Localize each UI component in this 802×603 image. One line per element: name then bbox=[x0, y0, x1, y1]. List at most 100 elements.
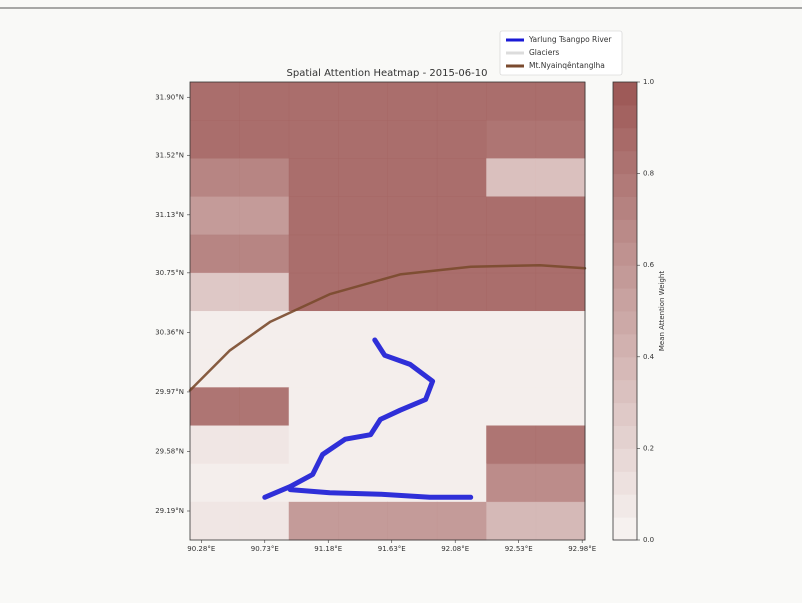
heat-cell bbox=[437, 502, 487, 541]
heat-cell bbox=[388, 82, 438, 121]
heat-cell bbox=[289, 120, 339, 159]
heat-cell bbox=[190, 82, 240, 121]
heat-cell bbox=[536, 387, 586, 426]
heat-cell bbox=[536, 158, 586, 197]
heat-cell bbox=[388, 197, 438, 236]
heat-cell bbox=[536, 426, 586, 465]
colorbar-step bbox=[613, 82, 637, 105]
colorbar-step bbox=[613, 471, 637, 494]
colorbar-step bbox=[613, 288, 637, 311]
heat-cell bbox=[338, 120, 388, 159]
heat-cell bbox=[437, 158, 487, 197]
heat-cell bbox=[536, 82, 586, 121]
heat-cell bbox=[239, 273, 289, 312]
heat-cell bbox=[289, 426, 339, 465]
heat-cell bbox=[388, 502, 438, 541]
heat-cell bbox=[486, 120, 536, 159]
y-tick-label: 29.19°N bbox=[155, 507, 184, 515]
colorbar-tick-label: 0.2 bbox=[643, 444, 654, 452]
heat-cell bbox=[239, 158, 289, 197]
chart: Spatial Attention Heatmap - 2015-06-10 M… bbox=[0, 0, 802, 603]
colorbar-step bbox=[613, 517, 637, 540]
colorbar-tick-label: 0.6 bbox=[643, 261, 655, 269]
heat-cell bbox=[486, 311, 536, 350]
page: Spatial Attention Heatmap - 2015-06-10 M… bbox=[0, 0, 802, 603]
colorbar-step bbox=[613, 494, 637, 517]
heat-cell bbox=[536, 311, 586, 350]
heat-cell bbox=[388, 120, 438, 159]
heat-cell bbox=[190, 387, 240, 426]
heat-cell bbox=[190, 158, 240, 197]
heat-cell bbox=[388, 273, 438, 312]
heat-cell bbox=[536, 502, 586, 541]
y-tick-label: 29.58°N bbox=[155, 447, 184, 455]
heat-cell bbox=[239, 82, 289, 121]
colorbar-step bbox=[613, 311, 637, 334]
heat-cell bbox=[536, 197, 586, 236]
heat-cell bbox=[289, 502, 339, 541]
heat-cell bbox=[239, 235, 289, 274]
heat-cell bbox=[437, 426, 487, 465]
heat-cell bbox=[486, 235, 536, 274]
x-tick-label: 92.98°E bbox=[568, 545, 596, 553]
heat-cell bbox=[289, 387, 339, 426]
heat-cell bbox=[486, 82, 536, 121]
heat-cell bbox=[437, 311, 487, 350]
y-tick-label: 31.90°N bbox=[155, 93, 184, 101]
heat-cell bbox=[536, 464, 586, 503]
heat-cell bbox=[338, 426, 388, 465]
heat-cell bbox=[486, 273, 536, 312]
colorbar-step bbox=[613, 357, 637, 380]
heat-cell bbox=[289, 235, 339, 274]
heat-cell bbox=[536, 273, 586, 312]
heat-cell bbox=[239, 387, 289, 426]
chart-title: Spatial Attention Heatmap - 2015-06-10 bbox=[287, 68, 488, 79]
heat-cell bbox=[338, 235, 388, 274]
colorbar-tick-label: 0.4 bbox=[643, 353, 655, 361]
colorbar-tick-label: 0.8 bbox=[643, 170, 654, 178]
colorbar-tick-label: 0.0 bbox=[643, 536, 654, 544]
x-tick-label: 92.53°E bbox=[505, 545, 533, 553]
heat-cell bbox=[190, 120, 240, 159]
colorbar-step bbox=[613, 265, 637, 288]
heat-cell bbox=[388, 426, 438, 465]
colorbar-step bbox=[613, 380, 637, 403]
heat-cell bbox=[239, 502, 289, 541]
heat-cell bbox=[536, 349, 586, 388]
heat-cell bbox=[338, 158, 388, 197]
y-tick-label: 31.52°N bbox=[155, 151, 184, 159]
heat-cell bbox=[190, 197, 240, 236]
heat-cell bbox=[289, 349, 339, 388]
heat-cell bbox=[289, 82, 339, 121]
heat-cell bbox=[486, 349, 536, 388]
heat-cell bbox=[437, 349, 487, 388]
colorbar-step bbox=[613, 334, 637, 357]
heat-cell bbox=[190, 502, 240, 541]
heat-cell bbox=[338, 502, 388, 541]
colorbar-tick-label: 1.0 bbox=[643, 78, 654, 86]
x-tick-label: 90.73°E bbox=[251, 545, 279, 553]
heat-cell bbox=[239, 426, 289, 465]
colorbar-step bbox=[613, 151, 637, 174]
heat-cell bbox=[437, 197, 487, 236]
y-tick-label: 30.75°N bbox=[155, 269, 184, 277]
heat-cell bbox=[289, 311, 339, 350]
heat-cell bbox=[437, 82, 487, 121]
heat-cell bbox=[486, 464, 536, 503]
heat-cell bbox=[190, 311, 240, 350]
colorbar-step bbox=[613, 174, 637, 197]
heat-cell bbox=[437, 120, 487, 159]
heat-cell bbox=[338, 82, 388, 121]
y-tick-label: 30.36°N bbox=[155, 328, 184, 336]
colorbar-step bbox=[613, 403, 637, 426]
x-tick-label: 91.63°E bbox=[378, 545, 406, 553]
colorbar-step bbox=[613, 105, 637, 128]
heat-cell bbox=[486, 426, 536, 465]
heat-cell bbox=[239, 349, 289, 388]
heat-cell bbox=[190, 464, 240, 503]
heat-cell bbox=[239, 120, 289, 159]
heat-cell bbox=[239, 197, 289, 236]
heat-cell bbox=[536, 120, 586, 159]
colorbar-step bbox=[613, 242, 637, 265]
y-tick-label: 29.97°N bbox=[155, 388, 184, 396]
